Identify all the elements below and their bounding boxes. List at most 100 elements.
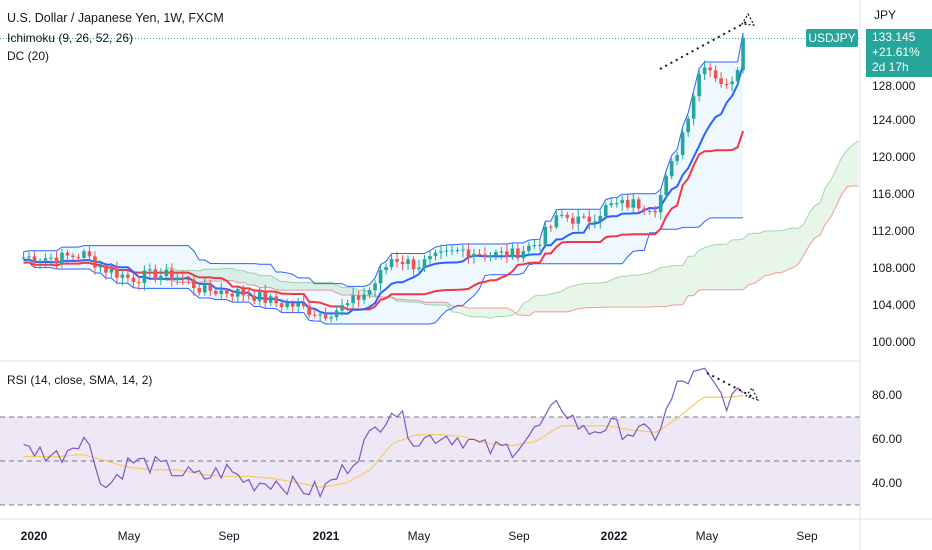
candle-body [664,176,668,196]
candle-body [230,293,235,297]
candle-body [170,269,174,281]
donchian-upper [23,32,744,287]
candle-body [76,257,81,259]
candle-body [444,250,449,252]
candle-body [153,269,158,280]
candle-body [71,255,75,258]
candle-body [439,251,443,253]
x-tick: May [695,529,719,543]
symbol-badge: USDJPY [806,29,858,47]
rsi-tick: 60.00 [872,432,903,446]
candle-body [642,208,647,211]
candle-body [576,216,581,224]
price-pane[interactable] [0,12,860,325]
candle-body [142,270,147,283]
price-tick: 112.000 [872,224,915,238]
ichimoku-leading-span-b [166,185,859,317]
candle-body [109,269,114,273]
candle-body [735,70,740,82]
candle-body [620,199,625,204]
candle-body [329,317,333,319]
candle-body [625,199,630,208]
candle-body [422,259,427,268]
candle-body [581,216,586,218]
candle-body [395,259,399,262]
candle-body [669,161,674,177]
rsi-pane[interactable] [0,367,860,506]
rsi-divergence-arrow [706,372,756,399]
candle-body [159,275,163,280]
candle-body [98,265,103,268]
candle-body [38,260,42,263]
candle-body [614,203,619,205]
last-price-badge: 133.145 +21.61% 2d 17h [866,29,932,77]
candle-body [571,217,575,224]
candle-body [653,210,658,213]
candle-body [691,96,696,119]
candle-body [290,303,295,307]
candle-body [702,67,707,75]
candle-body [197,288,202,293]
candle-body [532,245,537,247]
candle-body [631,199,636,208]
candle-body [208,283,213,291]
candle-body [527,245,531,252]
candle-body [213,290,218,295]
price-tick: 108.000 [872,261,916,275]
x-tick: 2021 [312,529,340,543]
candle-body [181,277,185,279]
candle-body [93,256,97,268]
candle-body [175,277,180,281]
candle-body [296,302,300,307]
candle-body [741,38,745,71]
candle-body [389,259,394,268]
candle-body [560,214,564,216]
candle-body [318,314,322,316]
candle-body [54,257,59,264]
candle-body [60,252,64,264]
candle-body [658,195,663,213]
candle-body [587,216,592,222]
rsi-legend[interactable]: RSI (14, close, SMA, 14, 2) [7,373,153,387]
x-tick: Sep [508,529,530,543]
donchian-legend[interactable]: DC (20) [7,49,50,63]
donchian-fill [23,32,744,324]
candle-body [65,252,70,256]
candle-body [730,81,734,85]
candle-body [428,256,432,260]
candle-body [285,303,289,308]
candle-body [32,256,37,263]
candle-body [499,251,504,253]
donchian-lower [23,217,744,325]
ichimoku-cloud [166,140,859,319]
candle-body [400,261,405,265]
candle-body [521,251,526,259]
candle-body [137,282,141,284]
rsi-tick: 80.00 [872,388,903,402]
candle-body [488,255,493,258]
candle-body [373,283,377,291]
bar-countdown: 2d 17h [872,60,909,74]
candle-body [433,252,438,257]
candle-body [417,267,421,270]
candle-body [406,259,410,265]
candle-body [49,257,53,259]
candle-body [516,248,520,259]
rsi-tick: 40.00 [872,476,903,490]
candle-body [483,254,487,258]
candle-body [598,215,603,222]
rsi-line [23,367,744,499]
price-tick: 124.000 [872,113,916,127]
x-tick: 2020 [20,529,48,543]
x-tick: May [407,529,431,543]
candle-body [148,269,152,271]
candle-body [362,294,366,300]
candle-body [472,253,476,257]
candle-body [235,289,240,297]
candle-body [686,118,690,133]
ichimoku-legend[interactable]: Ichimoku (9, 26, 52, 26) [7,31,134,45]
candle-body [636,199,641,209]
candle-body [126,274,130,278]
candle-body [384,267,388,271]
